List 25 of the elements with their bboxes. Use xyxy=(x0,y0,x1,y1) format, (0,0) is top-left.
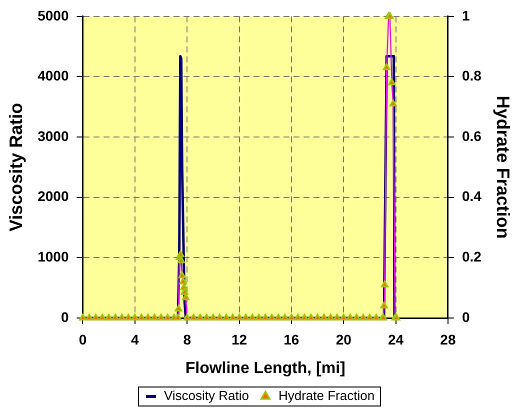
y2-tick-label: 0.6 xyxy=(462,128,482,144)
x-tick-label: 20 xyxy=(336,331,352,348)
y2-tick-label: 0.2 xyxy=(462,248,482,265)
y-tick-label: 3000 xyxy=(38,128,69,144)
x-tick-label: 16 xyxy=(284,331,300,348)
x-tick-label: 4 xyxy=(131,331,140,348)
x-tick-label: 12 xyxy=(231,331,248,348)
y-tick-label: 4000 xyxy=(38,68,69,84)
x-tick-label: 8 xyxy=(183,331,192,348)
y2-tick-label: 0.4 xyxy=(462,188,482,204)
x-tick-label: 28 xyxy=(440,331,456,348)
y-axis-title: Viscosity Ratio xyxy=(6,102,26,232)
legend-label: Hydrate Fraction xyxy=(278,388,375,404)
y-tick-label: 1000 xyxy=(38,248,69,265)
legend-label: Viscosity Ratio xyxy=(164,388,249,404)
y-tick-label: 5000 xyxy=(38,7,69,24)
y-tick-label: 0 xyxy=(60,308,69,325)
x-tick-label: 24 xyxy=(388,331,404,348)
y-tick-label: 2000 xyxy=(38,188,69,204)
y2-axis-title: Hydrate Fraction xyxy=(493,96,514,239)
x-tick-label: 0 xyxy=(78,331,87,348)
y2-tick-label: 0.8 xyxy=(462,68,482,84)
x-axis-title: Flowline Length, [mi] xyxy=(185,360,346,377)
y2-tick-label: 1 xyxy=(462,7,470,24)
y2-tick-label: 0 xyxy=(462,308,470,325)
